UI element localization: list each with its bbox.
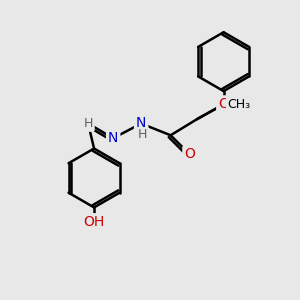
Text: N: N bbox=[136, 116, 146, 130]
Text: H: H bbox=[138, 128, 147, 141]
Text: CH₃: CH₃ bbox=[227, 98, 250, 111]
Text: O: O bbox=[184, 147, 195, 161]
Text: H: H bbox=[83, 117, 93, 130]
Text: O: O bbox=[218, 98, 229, 111]
Text: OH: OH bbox=[83, 215, 105, 229]
Text: N: N bbox=[108, 131, 119, 145]
